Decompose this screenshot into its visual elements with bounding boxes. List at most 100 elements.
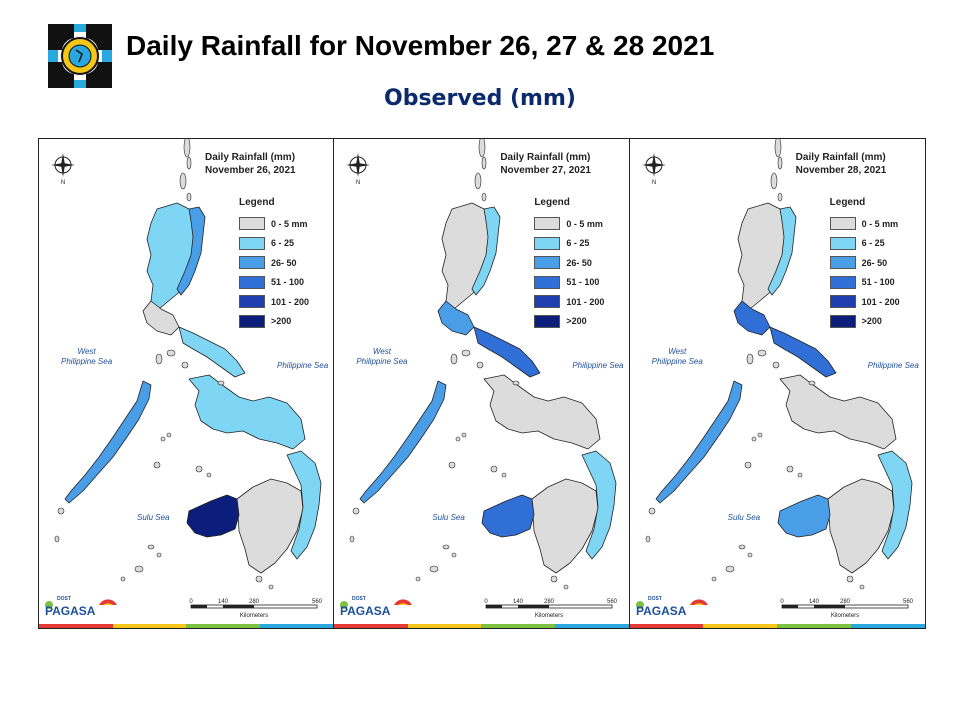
scale-tick-label: 140 xyxy=(513,599,524,605)
small-island xyxy=(797,472,802,478)
small-island xyxy=(859,584,864,590)
legend-label: 0 - 5 mm xyxy=(271,218,308,229)
map-heading: Daily Rainfall (mm) xyxy=(795,152,886,163)
legend-swatch xyxy=(829,314,856,328)
small-island xyxy=(166,432,172,438)
legend-item: 51 - 100 xyxy=(829,273,900,293)
small-island xyxy=(551,575,558,583)
legend-item: 6 - 25 xyxy=(829,234,900,254)
region-mindanao-core xyxy=(827,478,895,574)
philippine-sea-label: Philippine Sea xyxy=(867,361,919,370)
legend-label: 51 - 100 xyxy=(271,277,305,288)
legend-label: 26- 50 xyxy=(861,257,888,268)
legend-item: 0 - 5 mm xyxy=(239,214,309,234)
small-island xyxy=(430,565,439,573)
color-stripe xyxy=(629,624,925,628)
sulu-sea-label: Sulu Sea xyxy=(432,513,465,522)
legend-item: 0 - 5 mm xyxy=(829,214,900,234)
region-mindanao-west xyxy=(481,494,535,538)
small-island xyxy=(153,461,161,469)
region-mindanao-east xyxy=(877,450,913,560)
small-island xyxy=(808,380,815,386)
small-island xyxy=(120,576,126,582)
small-island xyxy=(777,192,782,202)
small-island xyxy=(456,436,461,442)
small-island xyxy=(746,353,753,365)
legend-label: 6 - 25 xyxy=(271,238,295,249)
scale-tick-label: 140 xyxy=(809,599,820,605)
region-central-luzon xyxy=(733,300,771,336)
legend-item: 6 - 25 xyxy=(239,234,309,254)
legend-swatch xyxy=(829,236,856,250)
rainfall-map-panel: N Daily Rainfall (mm) November 26, 2021 Leg… xyxy=(39,139,335,628)
pagasa-logo xyxy=(48,24,112,88)
philippines-map xyxy=(350,139,617,590)
legend-swatch xyxy=(534,256,561,270)
region-mindanao-west xyxy=(186,494,240,538)
small-island xyxy=(747,552,752,558)
legend-title: Legend xyxy=(829,197,866,208)
region-palawan xyxy=(359,380,447,504)
legend-label: 0 - 5 mm xyxy=(861,218,899,229)
region-mindanao-east xyxy=(286,450,322,560)
map-heading: Daily Rainfall (mm) xyxy=(205,152,296,163)
scale-tick-label: 280 xyxy=(544,599,555,605)
legend-title: Legend xyxy=(239,197,275,208)
small-island xyxy=(206,472,212,478)
brand-name-label: PAGASA xyxy=(340,604,391,618)
small-island xyxy=(774,139,781,158)
small-island xyxy=(479,139,486,158)
small-island xyxy=(160,436,166,442)
legend-item: 51 - 100 xyxy=(239,273,309,293)
small-island xyxy=(738,544,745,550)
scale-bar: 0 140 280 560 Kilometers xyxy=(780,599,913,619)
small-island xyxy=(451,353,458,365)
legend-item: 101 - 200 xyxy=(534,292,604,312)
small-island xyxy=(443,544,450,550)
small-island xyxy=(477,361,484,369)
small-island xyxy=(846,575,853,583)
pagasa-brand-logo: DOST PAGASA xyxy=(635,596,708,618)
region-bicol xyxy=(178,326,246,378)
legend: Legend 0 - 5 mm 6 - 25 26- 50 51 - 100 101 - … xyxy=(239,197,309,331)
legend-label: >200 xyxy=(861,316,882,327)
philippine-sea-label: Philippine Sea xyxy=(572,361,624,370)
page-subtitle: Observed (mm) xyxy=(384,86,576,111)
legend: Legend 0 - 5 mm 6 - 25 26- 50 51 - 100 101 - … xyxy=(829,197,900,331)
small-island xyxy=(482,156,487,170)
map-title: Daily Rainfall (mm) November 27, 2021 xyxy=(500,151,591,177)
north-label: N xyxy=(356,180,360,185)
legend-label: 101 - 200 xyxy=(271,296,310,307)
stripe-segment xyxy=(629,624,704,628)
legend-swatch xyxy=(239,236,265,250)
stripe-segment xyxy=(186,624,260,628)
rainfall-map-panel: N Daily Rainfall (mm) November 28, 2021 Leg… xyxy=(629,139,925,628)
small-island xyxy=(183,139,191,158)
legend-swatch xyxy=(534,295,561,309)
scale-tick-label: 140 xyxy=(218,599,229,605)
color-stripe xyxy=(334,624,629,628)
region-visayas xyxy=(483,374,601,450)
legend-swatch xyxy=(829,275,856,289)
west-philippine-sea-label: West Philippine Sea xyxy=(356,347,408,366)
pagasa-brand-logo: DOST PAGASA xyxy=(340,596,413,618)
legend-swatch xyxy=(534,275,561,289)
legend-label: 6 - 25 xyxy=(861,238,885,249)
brand-name-label: PAGASA xyxy=(636,604,687,618)
legend-item: >200 xyxy=(239,312,309,332)
small-island xyxy=(181,361,189,369)
compass-icon: N xyxy=(346,153,371,185)
stripe-segment xyxy=(555,624,629,628)
stripe-segment xyxy=(112,624,187,628)
small-island xyxy=(54,535,60,543)
small-island xyxy=(757,349,766,357)
stripe-segment xyxy=(259,624,334,628)
scale-tick-label: 0 xyxy=(189,599,193,605)
small-island xyxy=(648,507,655,515)
region-visayas xyxy=(188,374,306,450)
scale-bar: 0 140 280 560 Kilometers xyxy=(189,599,322,619)
scale-bar: 0 140 280 560 Kilometers xyxy=(485,599,618,619)
small-island xyxy=(491,465,498,473)
region-palawan xyxy=(64,380,152,504)
scale-tick-label: 280 xyxy=(840,599,851,605)
